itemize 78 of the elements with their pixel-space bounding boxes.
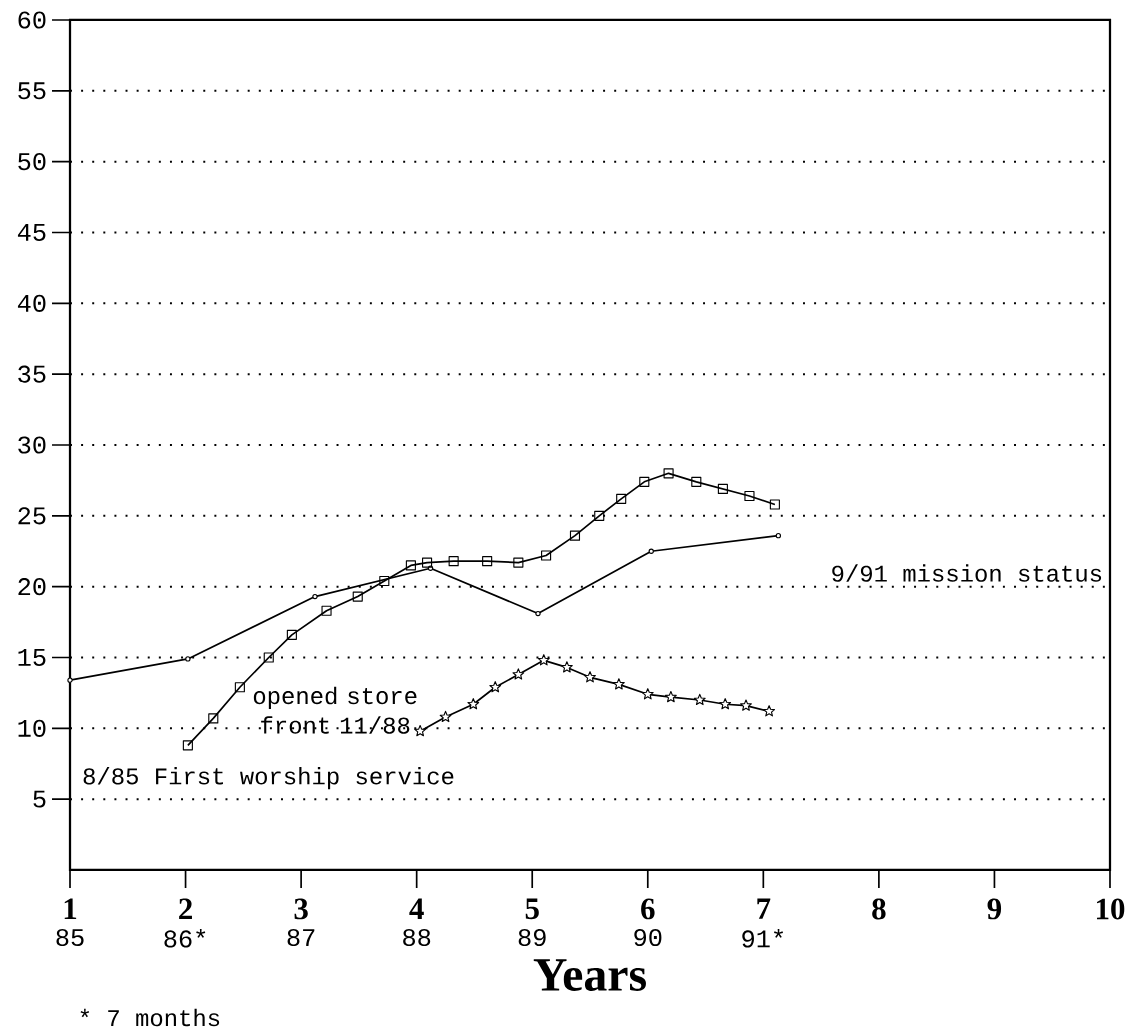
point (535, 610, 541, 617)
point (612, 678, 625, 690)
x2-tick-label: 87 (287, 928, 315, 947)
point (594, 510, 605, 521)
y-tick-label: 35 (18, 365, 46, 383)
x-tick-label: 6 (641, 898, 655, 920)
x2-tick-label: 91* (742, 928, 784, 948)
point (263, 652, 274, 663)
point (67, 677, 73, 683)
point (691, 476, 702, 487)
point (648, 548, 654, 554)
point (512, 668, 525, 680)
point (537, 654, 550, 666)
point (482, 556, 493, 567)
point (717, 483, 728, 494)
point (740, 699, 752, 711)
y-tick-label: 45 (17, 224, 46, 241)
point (616, 493, 627, 504)
y-tick-label: 10 (18, 719, 46, 737)
x-tick-label: 9 (987, 898, 1002, 920)
point (769, 499, 780, 510)
point (489, 681, 502, 693)
x-tick-label: 3 (294, 898, 308, 920)
point (312, 593, 318, 600)
point (641, 688, 654, 700)
x2-tick-label: 89 (518, 928, 546, 947)
point (664, 690, 677, 703)
point (405, 560, 416, 571)
x-tick-label: 10 (1097, 898, 1125, 920)
x2-tick-label: 86* (164, 928, 206, 948)
annotation: opened store front 11/88 (253, 686, 417, 734)
point (584, 671, 596, 683)
point (439, 710, 452, 723)
x-tick-label: 2 (179, 898, 192, 920)
point (513, 557, 524, 568)
x-tick-label: 7 (757, 898, 771, 919)
y-tick-label: 5 (33, 790, 46, 808)
x-tick-label: 8 (872, 898, 886, 920)
point (286, 629, 297, 640)
point (744, 490, 755, 502)
point (352, 591, 363, 602)
x2-tick-label: 90 (634, 928, 662, 947)
text: * 7 months (80, 1008, 220, 1027)
point (321, 605, 332, 616)
x2-tick-label: 85 (56, 928, 84, 947)
y-tick-label: 30 (18, 436, 46, 454)
point (763, 705, 776, 717)
point (569, 530, 581, 541)
y-tick-label: 15 (18, 649, 46, 666)
point (208, 713, 219, 724)
x2-tick-label: 88 (403, 928, 431, 947)
point (560, 661, 573, 673)
annotation: 9/91 mission status (832, 564, 1102, 582)
y-tick-label: 20 (18, 578, 46, 596)
point (693, 693, 706, 706)
annotation: 8/85 First worship service (83, 766, 454, 790)
point (541, 550, 552, 561)
point (448, 556, 459, 567)
point (234, 682, 245, 693)
point (379, 575, 390, 587)
point (467, 698, 480, 710)
y-tick-label: 25 (18, 507, 46, 525)
y-tick-label: 60 (18, 11, 46, 29)
x-tick-label: 5 (525, 898, 539, 920)
point (775, 532, 782, 539)
point (414, 724, 427, 737)
y-tick-label: 55 (18, 82, 46, 100)
point (185, 656, 191, 662)
y-tick-label: 50 (18, 153, 46, 171)
x-tick-label: 4 (409, 898, 424, 919)
point (719, 698, 732, 710)
x-tick-label: 1 (64, 898, 77, 919)
x-axis-title: Years (533, 959, 646, 991)
point (663, 468, 674, 479)
point (422, 557, 433, 568)
point (182, 740, 193, 751)
point (639, 476, 650, 487)
y-tick-label: 40 (17, 294, 46, 312)
